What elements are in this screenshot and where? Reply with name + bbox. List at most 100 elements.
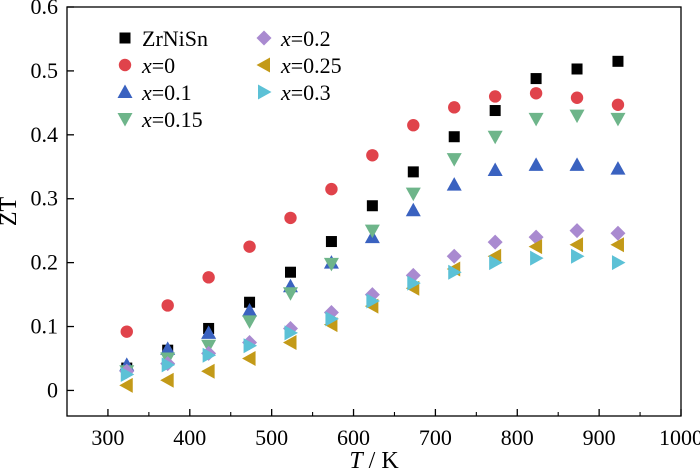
x-axis-title: T / K xyxy=(349,448,399,474)
data-point xyxy=(405,202,421,217)
data-point xyxy=(448,264,462,280)
legend-entry: ZrNiSn xyxy=(119,26,208,51)
data-point xyxy=(407,119,420,132)
data-point xyxy=(610,112,626,127)
data-point xyxy=(366,200,378,212)
legend-entry: x=0.15 xyxy=(117,107,203,132)
y-tick-label: 0.2 xyxy=(31,250,59,275)
x-tick-label: 300 xyxy=(91,425,124,450)
data-point xyxy=(446,153,462,167)
data-point xyxy=(446,248,462,264)
data-point xyxy=(242,303,258,317)
data-point xyxy=(487,162,503,176)
legend-marker xyxy=(256,57,270,73)
data-point xyxy=(528,112,544,127)
legend-label: x=0.25 xyxy=(280,53,342,78)
legend-label: x=0 xyxy=(141,53,175,78)
legend-label: x=0.15 xyxy=(141,107,203,132)
data-point xyxy=(569,237,584,253)
x-tick-label: 700 xyxy=(419,425,452,450)
data-point xyxy=(611,98,625,111)
legend-marker xyxy=(119,32,131,44)
data-point xyxy=(282,335,297,351)
data-point xyxy=(569,109,585,124)
legend-marker xyxy=(118,58,132,72)
data-point xyxy=(201,325,217,339)
data-point xyxy=(571,63,583,75)
series-x-0 xyxy=(120,87,625,338)
y-tick-label: 0.1 xyxy=(31,314,59,339)
data-point xyxy=(364,224,380,239)
x-tick-label: 1000 xyxy=(659,425,700,450)
data-point xyxy=(160,372,174,388)
y-tick-label: 0.3 xyxy=(31,186,59,211)
x-tick-label: 600 xyxy=(337,425,370,450)
series-x-0-1 xyxy=(119,157,626,371)
legend-label: x=0.1 xyxy=(141,80,192,105)
y-tick-label: 0 xyxy=(47,377,58,402)
data-point xyxy=(242,350,256,366)
data-point xyxy=(120,366,135,382)
data-point xyxy=(448,131,460,143)
plot-layer xyxy=(119,55,626,393)
data-point xyxy=(489,105,501,117)
data-point xyxy=(610,225,626,241)
data-point xyxy=(405,187,421,202)
data-point xyxy=(571,248,585,264)
y-axis-title: ZT xyxy=(0,197,22,227)
plot-frame xyxy=(66,6,682,417)
legend-entry: x=0.25 xyxy=(256,53,342,78)
legend-label: x=0.3 xyxy=(280,80,331,105)
data-point xyxy=(446,177,462,191)
data-point xyxy=(487,234,503,250)
data-point xyxy=(366,149,379,162)
data-point xyxy=(202,347,217,363)
data-point xyxy=(528,157,544,171)
data-point xyxy=(201,363,215,379)
data-point xyxy=(612,55,624,67)
data-point xyxy=(325,236,337,248)
data-point xyxy=(284,325,298,341)
legend-label: x=0.2 xyxy=(280,26,331,51)
legend-entry: x=0.3 xyxy=(258,80,331,105)
data-point xyxy=(323,257,339,272)
y-tick-label: 0.5 xyxy=(31,58,59,83)
x-tick-label: 900 xyxy=(583,425,616,450)
legend-entry: x=0.2 xyxy=(256,26,331,51)
data-point xyxy=(161,299,174,312)
data-point xyxy=(284,266,296,278)
data-point xyxy=(160,341,176,355)
y-tick-label: 0.6 xyxy=(31,0,59,19)
legend-marker xyxy=(258,84,272,100)
data-point xyxy=(243,338,258,354)
y-tick-label: 0.4 xyxy=(31,122,59,147)
data-point xyxy=(284,211,297,225)
legend-marker xyxy=(256,30,272,46)
data-point xyxy=(488,90,502,103)
data-point xyxy=(487,130,503,145)
data-point xyxy=(529,87,543,100)
data-point xyxy=(244,296,256,308)
data-point xyxy=(202,271,215,284)
data-point xyxy=(243,240,256,253)
series-x-0-3 xyxy=(120,248,626,382)
data-point xyxy=(242,315,258,329)
data-point xyxy=(611,255,626,271)
data-point xyxy=(530,250,544,266)
data-point xyxy=(530,73,542,85)
data-point xyxy=(366,293,380,309)
data-point xyxy=(569,223,585,239)
legend-entry: x=0.1 xyxy=(117,80,192,105)
data-point xyxy=(407,275,421,291)
data-point xyxy=(120,325,133,338)
data-point xyxy=(161,357,176,373)
data-point xyxy=(325,182,338,196)
legend-marker xyxy=(117,84,133,98)
data-point xyxy=(325,311,339,327)
data-point xyxy=(570,91,584,104)
data-point xyxy=(119,377,133,393)
data-point xyxy=(610,237,624,253)
